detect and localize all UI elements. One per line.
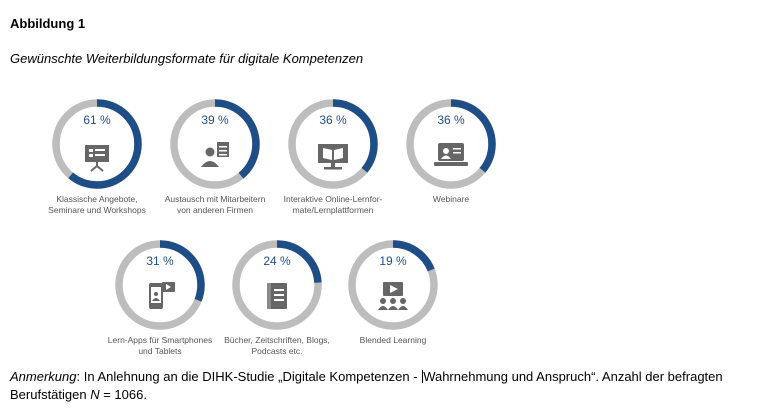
donut-category-label: Austausch mit Mitarbeitern von anderen F… (164, 194, 266, 215)
webinar-laptop-icon (434, 143, 468, 166)
smartphone-app-icon (149, 282, 175, 309)
donut-ring: 19 % (348, 240, 438, 330)
note-prefix: Anmerkung (10, 369, 77, 384)
donut-percent-label: 36 % (319, 113, 347, 127)
donut-category-label: Lern-Apps für Smartphones und Tablets (107, 335, 213, 356)
donut-ring: 61 % (52, 99, 142, 189)
donut-value-arc (348, 240, 438, 330)
donut-value-arc (232, 240, 322, 330)
donut-value-arc (288, 99, 378, 189)
donut-item: 36 % Webinare (386, 97, 516, 205)
donut-item: 31 % Lern-Apps für Smartphones und Tablet… (95, 238, 225, 357)
note-text-part1: : In Anlehnung an die DIHK-Studie „Digit… (76, 369, 422, 384)
donut-value-arc (406, 99, 496, 189)
n-value: = 1066. (99, 387, 147, 402)
figure-label: Abbildung 1 (10, 16, 86, 31)
book-monitor-icon (318, 144, 348, 170)
presentation-board-icon (85, 145, 109, 172)
note-text-part2: Wahrnehmung und Anspruch“. Anzahl der be… (10, 369, 723, 402)
donut-value-arc (170, 99, 260, 189)
donut-category-label: Webinare (432, 194, 470, 204)
n-symbol: N (90, 387, 100, 402)
donut-percent-label: 61 % (83, 113, 111, 127)
donut-ring: 24 % (232, 240, 322, 330)
video-group-icon (378, 282, 408, 310)
note-paragraph[interactable]: Anmerkung: In Anlehnung an die DIHK-Stud… (10, 368, 750, 404)
book-icon (267, 283, 287, 309)
person-exchange-icon (201, 142, 229, 167)
figure-caption: Gewünschte Weiterbildungsformate für dig… (10, 51, 364, 66)
donut-percent-label: 39 % (201, 113, 229, 127)
donut-percent-label: 24 % (263, 254, 291, 268)
donut-item: 61 % Klassische Angebote, Seminare und Wo… (32, 97, 162, 216)
donut-ring: 36 % (288, 99, 378, 189)
donut-percent-label: 36 % (437, 113, 465, 127)
donut-item: 39 % Austausch mit Mitarbeitern von ander… (150, 97, 280, 216)
donut-category-label: Interaktive Online-Lernfor- mate/Lernpla… (283, 194, 383, 215)
donut-item: 19 % Blended Learning (328, 238, 458, 346)
donut-category-label: Bücher, Zeitschriften, Blogs, Podcasts e… (224, 335, 330, 356)
donut-value-arc (52, 99, 142, 189)
donut-percent-label: 31 % (146, 254, 174, 268)
donut-ring: 36 % (406, 99, 496, 189)
donut-item: 24 % Bücher, Zeitschriften, Blogs, Podcas… (212, 238, 342, 357)
donut-value-arc (115, 240, 205, 330)
donut-ring: 31 % (115, 240, 205, 330)
donut-category-label: Klassische Angebote, Seminare und Worksh… (48, 194, 146, 215)
donut-category-label: Blended Learning (359, 335, 427, 345)
text-cursor (422, 370, 424, 383)
donut-percent-label: 19 % (379, 254, 407, 268)
donut-ring: 39 % (170, 99, 260, 189)
donut-item: 36 % Interaktive Online-Lernfor- mate/Ler… (268, 97, 398, 216)
